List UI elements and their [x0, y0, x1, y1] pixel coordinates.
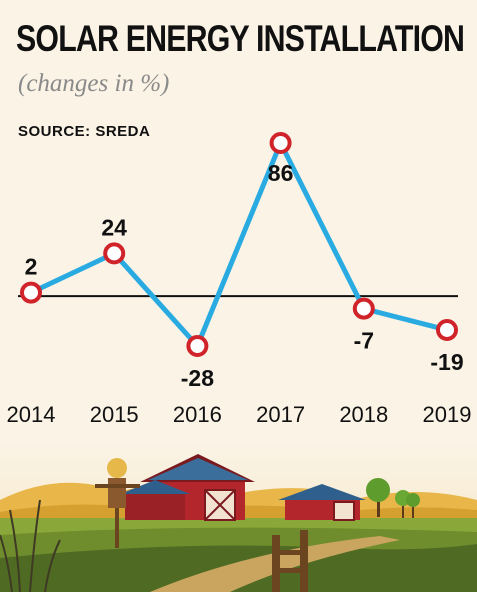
x-tick-label-2019: 2019 [423, 402, 472, 427]
chart-subtitle: (changes in %) [18, 70, 170, 97]
x-tick-label-2017: 2017 [256, 402, 305, 427]
barn-small [278, 484, 366, 521]
value-label-2015: 24 [101, 214, 127, 240]
line-chart: 2 24 -28 86 -7 -19 2014 2015 2016 2017 2018 2019 [7, 132, 472, 427]
data-point-2016 [186, 335, 209, 357]
series-line [29, 136, 448, 351]
value-label-2019: -19 [430, 349, 463, 375]
x-tick-label-2015: 2015 [90, 402, 139, 427]
value-label-2017: 86 [268, 160, 294, 186]
data-point-2018 [352, 297, 375, 320]
trees [366, 478, 420, 518]
value-label-2016: -28 [181, 365, 214, 391]
data-point-2014 [20, 281, 42, 304]
value-label-2018: -7 [354, 328, 374, 354]
chart-source: SOURCE: SREDA [18, 123, 151, 140]
barn-large [120, 454, 255, 521]
x-tick-label-2014: 2014 [7, 402, 56, 427]
value-labels: 2 24 -28 86 -7 -19 [25, 160, 464, 391]
data-point-2019 [436, 318, 458, 341]
value-label-2014: 2 [25, 254, 38, 280]
scarecrow [95, 458, 140, 548]
x-tick-labels: 2014 2015 2016 2017 2018 2019 [7, 402, 472, 427]
grass [0, 499, 61, 592]
chart-title: SOLAR ENERGY INSTALLATION [16, 18, 465, 59]
farm-illustration [0, 440, 477, 592]
x-tick-label-2016: 2016 [173, 402, 222, 427]
x-tick-label-2018: 2018 [339, 402, 388, 427]
fence [272, 530, 308, 592]
data-point-2017 [269, 132, 292, 154]
markers [20, 132, 458, 357]
data-point-2015 [103, 242, 126, 265]
